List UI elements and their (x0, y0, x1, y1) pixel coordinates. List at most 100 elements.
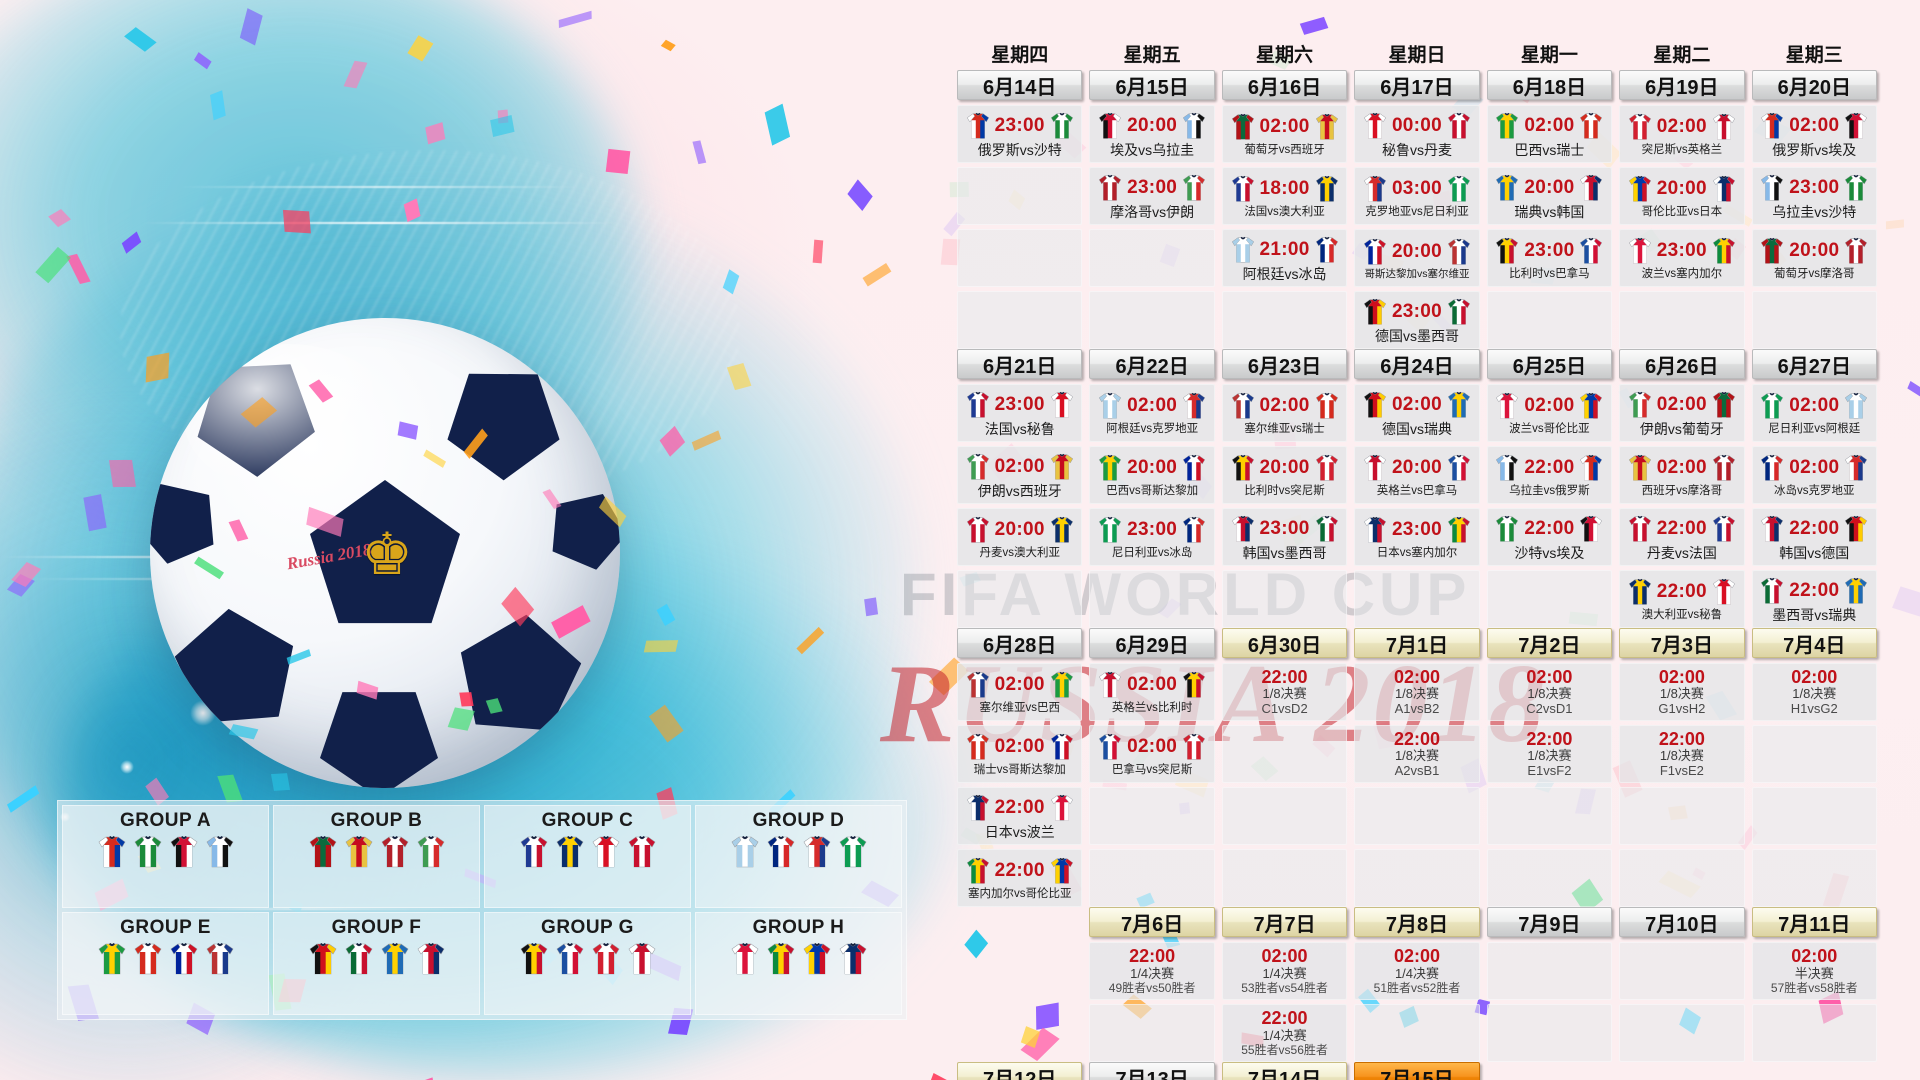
match-cell[interactable]: 23:00 韩国vs墨西哥 (1221, 508, 1348, 566)
match-cell[interactable]: 02:00 塞尔维亚vs巴西 (957, 663, 1083, 721)
date-button[interactable]: 7月8日 (1354, 907, 1480, 937)
date-button[interactable]: 7月4日 (1751, 628, 1877, 658)
match-cell[interactable]: 23:00 乌拉圭vs沙特 (1751, 167, 1877, 225)
match-cell[interactable]: 02:00 巴西vs瑞士 (1486, 105, 1613, 163)
knockout-match-cell[interactable]: 22:00 1/8决赛 A2vsB1 (1354, 725, 1480, 783)
match-cell[interactable]: 02:00 伊朗vs葡萄牙 (1619, 384, 1745, 442)
date-button[interactable]: 7月12日 (957, 1062, 1083, 1080)
date-button[interactable]: 7月11日 (1751, 907, 1877, 937)
knockout-match-cell[interactable]: 22:00 1/8决赛 C1vsD2 (1221, 663, 1348, 721)
match-cell[interactable]: 02:00 德国vs瑞典 (1354, 384, 1480, 442)
date-button[interactable]: 7月13日 (1089, 1062, 1215, 1080)
date-button[interactable]: 7月2日 (1486, 628, 1613, 658)
match-cell[interactable]: 20:00 瑞典vs韩国 (1486, 167, 1613, 225)
date-button[interactable]: 7月7日 (1221, 907, 1348, 937)
match-cell[interactable]: 02:00 尼日利亚vs阿根廷 (1751, 384, 1877, 442)
match-cell[interactable]: 02:00 伊朗vs西班牙 (957, 446, 1083, 504)
match-cell[interactable]: 22:00 乌拉圭vs俄罗斯 (1486, 446, 1613, 504)
match-cell[interactable]: 22:00 日本vs波兰 (957, 787, 1083, 845)
knockout-match-cell[interactable]: 02:00 半决赛 57胜者vs58胜者 (1751, 942, 1877, 1000)
date-button[interactable]: 6月30日 (1221, 628, 1348, 658)
match-cell[interactable]: 23:00 尼日利亚vs冰岛 (1089, 508, 1215, 566)
date-button[interactable]: 6月24日 (1354, 349, 1480, 379)
date-button[interactable]: 7月3日 (1619, 628, 1745, 658)
knockout-match-cell[interactable]: 02:00 1/4决赛 53胜者vs54胜者 (1221, 942, 1348, 1000)
date-button[interactable]: 6月21日 (957, 349, 1083, 379)
match-cell[interactable]: 22:00 澳大利亚vs秘鲁 (1619, 570, 1745, 628)
match-cell[interactable]: 22:00 塞内加尔vs哥伦比亚 (957, 849, 1083, 907)
date-button[interactable]: 6月20日 (1751, 70, 1877, 100)
home-team-jersey-icon (1362, 516, 1388, 544)
date-button[interactable]: 6月16日 (1221, 70, 1348, 100)
knockout-match-cell[interactable]: 22:00 1/4决赛 55胜者vs56胜者 (1221, 1004, 1348, 1062)
match-cell[interactable]: 02:00 西班牙vs摩洛哥 (1619, 446, 1745, 504)
match-cell[interactable]: 23:00 波兰vs塞内加尔 (1619, 229, 1745, 287)
match-cell[interactable]: 20:00 英格兰vs巴拿马 (1354, 446, 1480, 504)
match-cell[interactable]: 20:00 比利时vs突尼斯 (1221, 446, 1348, 504)
knockout-match-cell[interactable]: 02:00 1/8决赛 H1vsG2 (1751, 663, 1877, 721)
calendar-date-row: 6月14日 6月15日 6月16日 6月17日 6月18日 6月19日 6月20日 (957, 70, 1877, 100)
match-cell[interactable]: 00:00 秘鲁vs丹麦 (1354, 105, 1480, 163)
knockout-match-cell[interactable]: 02:00 1/8决赛 C2vsD1 (1486, 663, 1613, 721)
match-cell[interactable]: 23:00 德国vs墨西哥 (1354, 291, 1480, 349)
knockout-match-cell[interactable]: 02:00 1/4决赛 51胜者vs52胜者 (1354, 942, 1480, 1000)
date-button[interactable]: 6月19日 (1619, 70, 1745, 100)
date-button[interactable]: 6月14日 (957, 70, 1083, 100)
weekday-label: 星期日 (1388, 45, 1446, 66)
match-cell-empty (1619, 1004, 1745, 1062)
match-cell[interactable]: 22:00 墨西哥vs瑞典 (1751, 570, 1877, 628)
date-button[interactable]: 6月22日 (1089, 349, 1215, 379)
date-button[interactable]: 6月29日 (1089, 628, 1215, 658)
match-cell[interactable]: 03:00 克罗地亚vs尼日利亚 (1354, 167, 1480, 225)
date-button[interactable]: 7月6日 (1089, 907, 1215, 937)
match-cell[interactable]: 23:00 摩洛哥vs伊朗 (1089, 167, 1215, 225)
match-cell[interactable]: 18:00 法国vs澳大利亚 (1221, 167, 1348, 225)
match-cell[interactable]: 02:00 阿根廷vs克罗地亚 (1089, 384, 1215, 442)
date-button[interactable]: 7月10日 (1619, 907, 1745, 937)
date-button[interactable]: 7月1日 (1354, 628, 1480, 658)
match-cell[interactable]: 20:00 哥斯达黎加vs塞尔维亚 (1354, 229, 1480, 287)
match-cell[interactable]: 23:00 俄罗斯vs沙特 (957, 105, 1083, 163)
knockout-match-cell[interactable]: 22:00 1/4决赛 49胜者vs50胜者 (1089, 942, 1215, 1000)
team-jersey-icon (344, 835, 374, 869)
match-cell[interactable]: 20:00 葡萄牙vs摩洛哥 (1751, 229, 1877, 287)
match-cell[interactable]: 20:00 丹麦vs澳大利亚 (957, 508, 1083, 566)
date-button[interactable]: 6月25日 (1486, 349, 1613, 379)
match-time: 02:00 (1656, 457, 1707, 479)
date-button[interactable]: 6月26日 (1619, 349, 1745, 379)
match-cell[interactable]: 22:00 沙特vs埃及 (1486, 508, 1613, 566)
date-button[interactable]: 7月14日 (1221, 1062, 1348, 1080)
match-cell[interactable]: 21:00 阿根廷vs冰岛 (1221, 229, 1348, 287)
date-button[interactable]: 6月17日 (1354, 70, 1480, 100)
match-cell[interactable]: 22:00 丹麦vs法国 (1619, 508, 1745, 566)
match-cell[interactable]: 20:00 哥伦比亚vs日本 (1619, 167, 1745, 225)
match-cell[interactable]: 02:00 英格兰vs比利时 (1089, 663, 1215, 721)
match-cell[interactable]: 02:00 突尼斯vs英格兰 (1619, 105, 1745, 163)
knockout-match-cell[interactable]: 02:00 1/8决赛 G1vsH2 (1619, 663, 1745, 721)
home-team-jersey-icon (1627, 237, 1653, 265)
match-cell[interactable]: 23:00 日本vs塞内加尔 (1354, 508, 1480, 566)
knockout-pairing-label: G1vsH2 (1658, 701, 1706, 717)
match-cell[interactable]: 02:00 葡萄牙vs西班牙 (1221, 105, 1348, 163)
date-button[interactable]: 6月27日 (1751, 349, 1877, 379)
match-cell[interactable]: 02:00 瑞士vs哥斯达黎加 (957, 725, 1083, 783)
date-button[interactable]: 7月9日 (1486, 907, 1613, 937)
match-cell[interactable]: 23:00 比利时vs巴拿马 (1486, 229, 1613, 287)
knockout-match-cell[interactable]: 22:00 1/8决赛 F1vsE2 (1619, 725, 1745, 783)
match-cell[interactable]: 20:00 埃及vs乌拉圭 (1089, 105, 1215, 163)
match-cell[interactable]: 02:00 塞尔维亚vs瑞士 (1221, 384, 1348, 442)
match-cell[interactable]: 02:00 巴拿马vs突尼斯 (1089, 725, 1215, 783)
date-button[interactable]: 6月28日 (957, 628, 1083, 658)
date-button[interactable]: 6月15日 (1089, 70, 1215, 100)
match-cell[interactable]: 22:00 韩国vs德国 (1751, 508, 1877, 566)
date-button[interactable]: 7月15日 (1354, 1062, 1480, 1080)
knockout-match-cell[interactable]: 02:00 1/8决赛 A1vsB2 (1354, 663, 1480, 721)
match-cell[interactable]: 02:00 俄罗斯vs埃及 (1751, 105, 1877, 163)
date-button[interactable]: 6月23日 (1221, 349, 1348, 379)
knockout-match-cell[interactable]: 22:00 1/8决赛 E1vsF2 (1486, 725, 1613, 783)
date-button[interactable]: 6月18日 (1486, 70, 1613, 100)
match-cell[interactable]: 02:00 波兰vs哥伦比亚 (1486, 384, 1613, 442)
match-cell[interactable]: 20:00 巴西vs哥斯达黎加 (1089, 446, 1215, 504)
match-cell[interactable]: 02:00 冰岛vs克罗地亚 (1751, 446, 1877, 504)
match-cell[interactable]: 23:00 法国vs秘鲁 (957, 384, 1083, 442)
